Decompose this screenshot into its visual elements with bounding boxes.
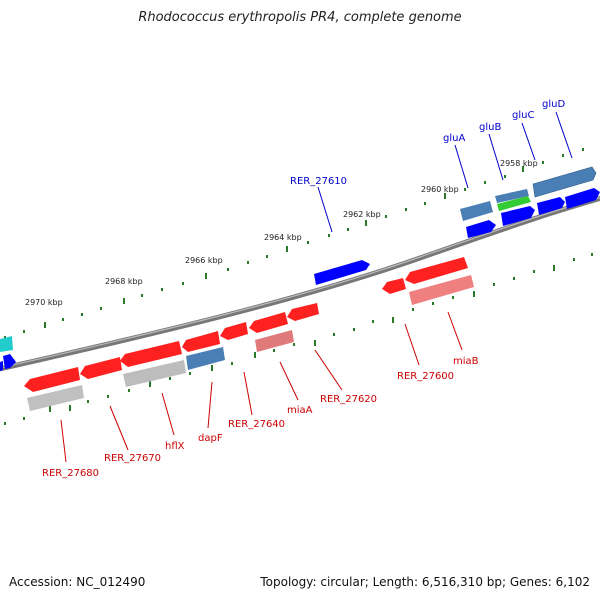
topology-text: Topology: circular; Length: 6,516,310 bp… xyxy=(260,575,590,589)
outer-scale-ticks xyxy=(4,148,584,339)
label-leaders xyxy=(60,111,573,463)
gene-miaB-light[interactable] xyxy=(409,275,474,305)
label-RER_27610: RER_27610 xyxy=(290,176,347,187)
label-RER_27600: RER_27600 xyxy=(397,371,454,382)
gene-hflX[interactable] xyxy=(182,331,220,352)
gene-left-cyan[interactable] xyxy=(0,336,13,352)
gene-dapF[interactable] xyxy=(186,347,225,370)
label-gluC: gluC xyxy=(512,110,534,121)
gene-gluB-lower[interactable] xyxy=(501,206,535,226)
gene-hflX-mid[interactable] xyxy=(120,341,182,367)
tick-label-2962: 2962 kbp xyxy=(343,210,381,219)
gene-gluA-lower[interactable] xyxy=(466,220,496,238)
label-RER_27640: RER_27640 xyxy=(228,419,285,430)
label-miaA: miaA xyxy=(287,405,313,416)
tick-label-2968: 2968 kbp xyxy=(105,277,143,286)
gene-gluD[interactable] xyxy=(532,166,597,198)
gene-miaB[interactable] xyxy=(405,257,468,284)
gene-RER_27610[interactable] xyxy=(314,260,370,285)
tick-label-2958: 2958 kbp xyxy=(500,159,538,168)
gene-left-blue[interactable] xyxy=(3,354,16,369)
gene-RER_27620[interactable] xyxy=(287,303,319,321)
label-RER_27680: RER_27680 xyxy=(42,468,99,479)
inner-scale-ticks xyxy=(4,253,593,425)
gene-hflX-grey[interactable] xyxy=(123,360,186,387)
gene-gluB-green[interactable] xyxy=(497,196,531,211)
tick-label-2966: 2966 kbp xyxy=(185,256,223,265)
label-gluD: gluD xyxy=(542,99,565,110)
label-RER_27670: RER_27670 xyxy=(104,453,161,464)
gene-RER_27600[interactable] xyxy=(382,278,406,294)
tick-label-2964: 2964 kbp xyxy=(264,233,302,242)
tick-label-2960: 2960 kbp xyxy=(421,185,459,194)
gene-RER_27640[interactable] xyxy=(220,322,248,340)
gene-miaA-light[interactable] xyxy=(255,330,294,352)
label-gluA: gluA xyxy=(443,133,465,144)
gene-gluB[interactable] xyxy=(495,189,529,203)
gene-gluA[interactable] xyxy=(460,201,493,221)
genome-backbone xyxy=(0,195,600,372)
gene-gluD-lower[interactable] xyxy=(565,188,600,209)
label-dapF: dapF xyxy=(198,433,223,444)
label-miaB: miaB xyxy=(453,356,479,367)
gene-RER_27680[interactable] xyxy=(24,367,80,392)
tick-label-2970: 2970 kbp xyxy=(25,298,63,307)
accession-text: Accession: NC_012490 xyxy=(9,575,146,589)
map-title: Rhodococcus erythropolis PR4, complete g… xyxy=(138,10,462,25)
gene-miaA[interactable] xyxy=(249,312,288,333)
label-RER_27620: RER_27620 xyxy=(320,394,377,405)
label-gluB: gluB xyxy=(479,122,501,133)
label-hflX: hflX xyxy=(165,441,185,452)
gene-left-blue2[interactable] xyxy=(0,361,3,371)
gene-RER_27670[interactable] xyxy=(80,357,122,379)
gene-gluC[interactable] xyxy=(537,197,565,215)
gene-RER_27680-grey[interactable] xyxy=(27,385,84,411)
